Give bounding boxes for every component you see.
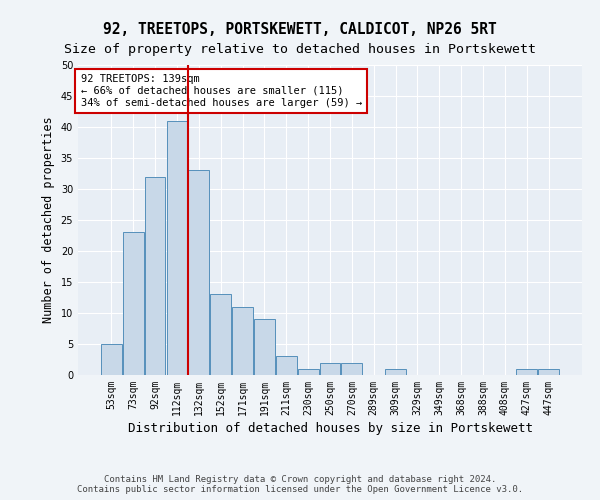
- Bar: [145, 176, 166, 375]
- Bar: [123, 232, 143, 375]
- Bar: [298, 369, 319, 375]
- Bar: [385, 369, 406, 375]
- Y-axis label: Number of detached properties: Number of detached properties: [42, 116, 55, 324]
- Bar: [341, 362, 362, 375]
- Bar: [517, 369, 537, 375]
- Bar: [210, 294, 231, 375]
- Text: 92, TREETOPS, PORTSKEWETT, CALDICOT, NP26 5RT: 92, TREETOPS, PORTSKEWETT, CALDICOT, NP2…: [103, 22, 497, 38]
- Text: Contains HM Land Registry data © Crown copyright and database right 2024.
Contai: Contains HM Land Registry data © Crown c…: [77, 474, 523, 494]
- Bar: [538, 369, 559, 375]
- Bar: [254, 319, 275, 375]
- Bar: [101, 344, 122, 375]
- Bar: [320, 362, 340, 375]
- Bar: [167, 121, 187, 375]
- Bar: [188, 170, 209, 375]
- Text: 92 TREETOPS: 139sqm
← 66% of detached houses are smaller (115)
34% of semi-detac: 92 TREETOPS: 139sqm ← 66% of detached ho…: [80, 74, 362, 108]
- Bar: [276, 356, 296, 375]
- Bar: [232, 307, 253, 375]
- X-axis label: Distribution of detached houses by size in Portskewett: Distribution of detached houses by size …: [128, 422, 533, 435]
- Text: Size of property relative to detached houses in Portskewett: Size of property relative to detached ho…: [64, 42, 536, 56]
